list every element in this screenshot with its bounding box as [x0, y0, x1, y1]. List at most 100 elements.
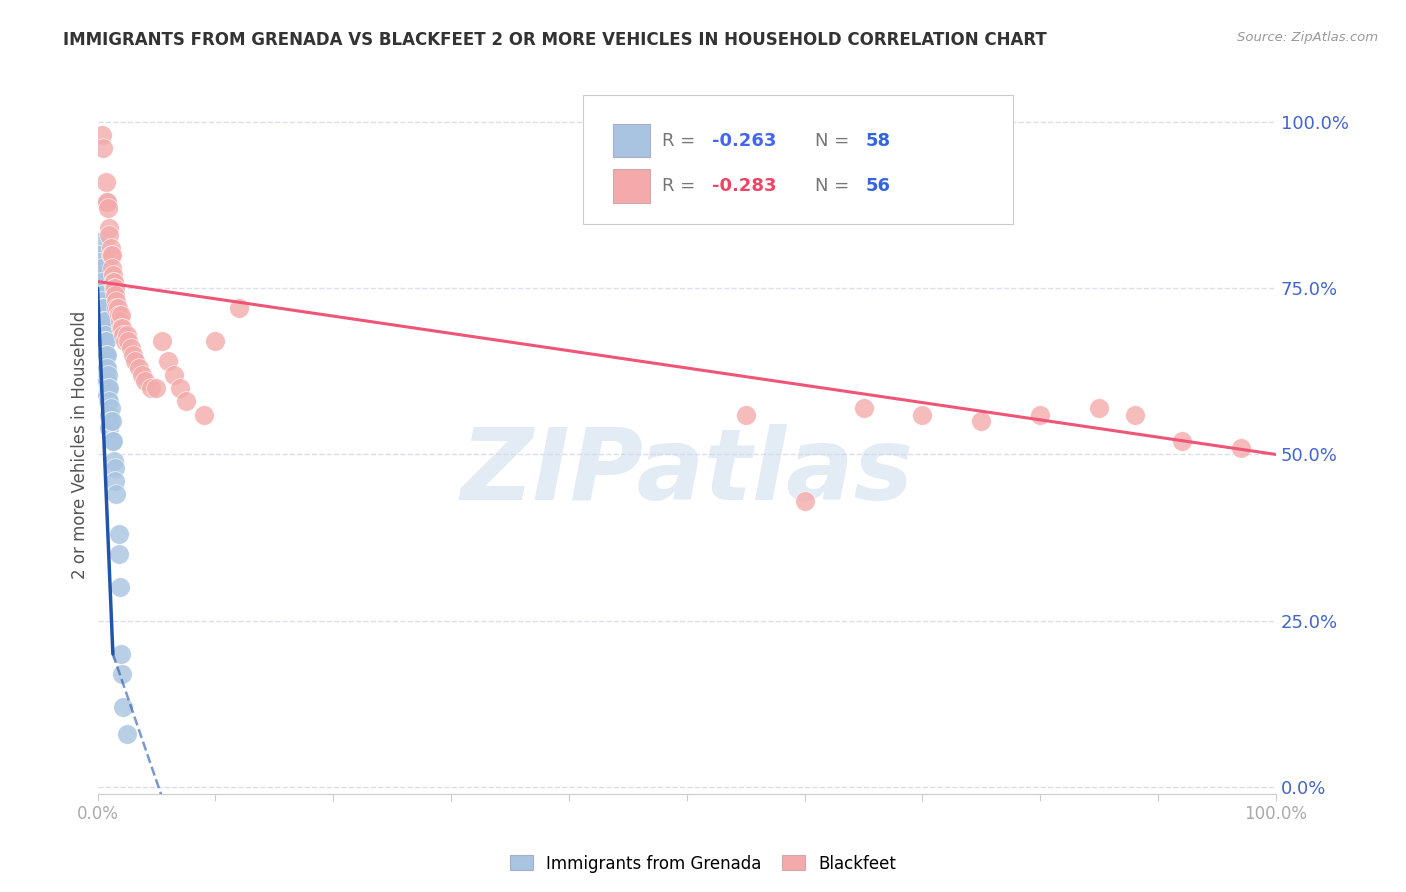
- Point: [94, 368, 117, 382]
- Point: [97, 381, 120, 395]
- Point: [93, 327, 115, 342]
- Point: [96, 194, 118, 209]
- Point: [90, 288, 112, 302]
- Point: [134, 374, 156, 388]
- FancyBboxPatch shape: [613, 124, 650, 157]
- Text: R =: R =: [662, 132, 702, 150]
- Point: [110, 647, 132, 661]
- Text: ZIPatlas: ZIPatlas: [460, 424, 914, 521]
- Point: [89, 254, 111, 268]
- Point: [93, 301, 115, 315]
- Point: [107, 308, 129, 322]
- Point: [89, 268, 111, 282]
- Point: [93, 314, 115, 328]
- Point: [87, 235, 110, 249]
- Point: [100, 248, 122, 262]
- Point: [204, 334, 226, 349]
- Point: [93, 348, 115, 362]
- Point: [94, 361, 117, 376]
- Y-axis label: 2 or more Vehicles in Household: 2 or more Vehicles in Household: [72, 310, 89, 579]
- Point: [131, 368, 153, 382]
- Point: [94, 334, 117, 349]
- Point: [108, 314, 131, 328]
- Point: [93, 334, 115, 349]
- Point: [93, 361, 115, 376]
- Point: [100, 414, 122, 428]
- Point: [1029, 408, 1052, 422]
- Point: [128, 361, 150, 376]
- Point: [107, 527, 129, 541]
- Point: [98, 221, 121, 235]
- Point: [104, 288, 127, 302]
- Point: [145, 381, 167, 395]
- Point: [93, 327, 115, 342]
- Point: [98, 227, 121, 242]
- Point: [852, 401, 875, 415]
- Point: [103, 454, 125, 468]
- Point: [98, 408, 121, 422]
- Point: [91, 314, 114, 328]
- Point: [115, 727, 138, 741]
- Point: [110, 308, 132, 322]
- Point: [100, 261, 122, 276]
- Point: [96, 194, 118, 209]
- Point: [139, 381, 162, 395]
- Point: [100, 434, 122, 449]
- Point: [111, 321, 134, 335]
- Point: [111, 667, 134, 681]
- Point: [87, 248, 110, 262]
- Point: [96, 361, 118, 376]
- Point: [91, 301, 114, 315]
- Point: [193, 408, 215, 422]
- Text: 58: 58: [866, 132, 891, 150]
- Point: [107, 301, 129, 315]
- Point: [911, 408, 934, 422]
- Text: 56: 56: [866, 178, 891, 195]
- Point: [93, 334, 115, 349]
- Text: -0.283: -0.283: [711, 178, 776, 195]
- Point: [163, 368, 186, 382]
- Point: [169, 381, 191, 395]
- Point: [734, 408, 756, 422]
- Point: [115, 327, 138, 342]
- Point: [97, 368, 120, 382]
- Point: [101, 434, 124, 449]
- Point: [112, 700, 135, 714]
- Point: [91, 327, 114, 342]
- Point: [98, 381, 121, 395]
- Point: [100, 401, 122, 415]
- Point: [100, 241, 122, 255]
- Point: [1088, 401, 1111, 415]
- Point: [970, 414, 993, 428]
- Point: [91, 334, 114, 349]
- Point: [112, 327, 135, 342]
- Point: [101, 275, 124, 289]
- Point: [122, 348, 145, 362]
- Point: [93, 314, 115, 328]
- Text: R =: R =: [662, 178, 702, 195]
- Point: [96, 387, 118, 401]
- Point: [100, 248, 122, 262]
- Text: -0.263: -0.263: [711, 132, 776, 150]
- Text: N =: N =: [815, 178, 855, 195]
- Point: [96, 348, 118, 362]
- Point: [107, 547, 129, 561]
- Point: [103, 275, 125, 289]
- Point: [105, 487, 128, 501]
- Point: [228, 301, 250, 315]
- Point: [90, 301, 112, 315]
- Point: [108, 581, 131, 595]
- Point: [124, 354, 146, 368]
- Point: [104, 474, 127, 488]
- Point: [104, 460, 127, 475]
- Point: [90, 275, 112, 289]
- Point: [91, 128, 114, 143]
- FancyBboxPatch shape: [613, 169, 650, 202]
- Text: IMMIGRANTS FROM GRENADA VS BLACKFEET 2 OR MORE VEHICLES IN HOUSEHOLD CORRELATION: IMMIGRANTS FROM GRENADA VS BLACKFEET 2 O…: [63, 31, 1047, 49]
- Point: [94, 348, 117, 362]
- Point: [1229, 441, 1251, 455]
- Point: [89, 281, 111, 295]
- Point: [104, 281, 127, 295]
- Point: [90, 314, 112, 328]
- Point: [94, 175, 117, 189]
